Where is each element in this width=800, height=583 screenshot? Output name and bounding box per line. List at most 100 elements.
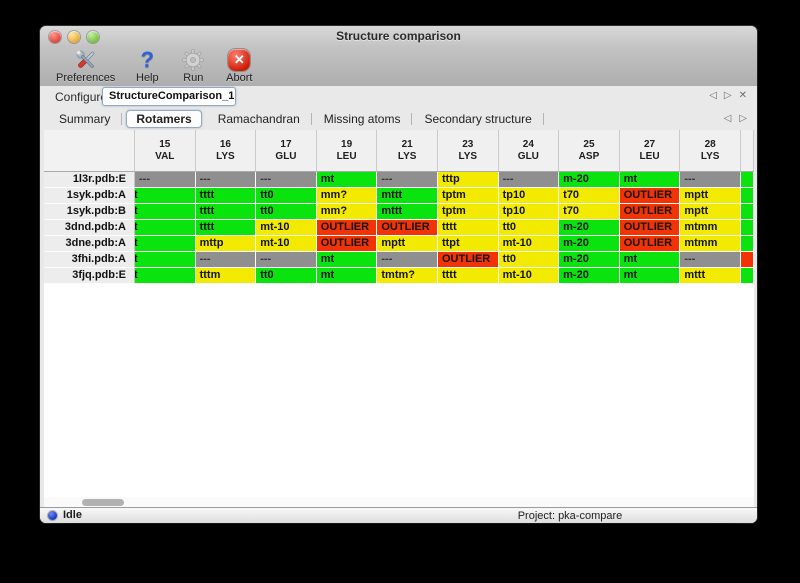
pane-prev-icon[interactable]: ◁ [709, 90, 717, 101]
rotamer-cell-partial[interactable] [740, 236, 754, 252]
rotamer-cell[interactable]: m-20 [559, 252, 620, 268]
rotamer-cell[interactable]: mt-10 [256, 220, 317, 236]
rotamer-cell[interactable]: tttt [437, 268, 499, 284]
rotamer-cell[interactable]: --- [377, 252, 438, 268]
rotamer-cell[interactable]: tttt [195, 204, 257, 220]
rotamer-cell[interactable]: t [135, 236, 196, 252]
rotamer-cell[interactable]: OUTLIER [619, 236, 681, 252]
rotamer-cell[interactable]: tt0 [498, 252, 560, 268]
rotamer-cell[interactable]: OUTLIER [619, 204, 681, 220]
rotamer-cell[interactable]: mttt [680, 268, 741, 284]
rotamer-cell[interactable]: tt0 [256, 204, 317, 220]
rotamer-cell[interactable]: mt-10 [498, 268, 560, 284]
run-label: Run [183, 72, 204, 84]
rotamer-cell[interactable]: mptt [377, 236, 438, 252]
rotamer-cell[interactable]: m-20 [559, 236, 620, 252]
rotamer-cell[interactable]: --- [680, 172, 741, 188]
rotamer-cell[interactable]: --- [135, 172, 196, 188]
tab-prev-icon[interactable]: ◁ [723, 113, 732, 124]
tab-summary[interactable]: Summary [47, 110, 123, 128]
rotamer-cell-partial[interactable] [740, 172, 754, 188]
rotamer-cell[interactable]: tttt [195, 220, 257, 236]
rotamer-cell[interactable]: --- [256, 172, 317, 188]
rotamer-cell[interactable]: mptt [680, 204, 741, 220]
rotamer-cell[interactable]: OUTLIER [437, 252, 499, 268]
rotamer-cell[interactable]: tt0 [498, 220, 560, 236]
abort-button[interactable]: ✕ Abort [223, 47, 255, 86]
zoom-window-button[interactable] [87, 31, 99, 43]
row-label: 3dnd.pdb:A [44, 220, 135, 236]
rotamer-cell[interactable]: tttp [437, 172, 499, 188]
rotamer-cell-partial[interactable] [740, 220, 754, 236]
rotamer-cell[interactable]: mt [316, 268, 378, 284]
rotamer-cell[interactable]: mm? [316, 188, 378, 204]
rotamer-cell[interactable]: mt-10 [498, 236, 560, 252]
rotamer-cell[interactable]: mttt [377, 204, 438, 220]
run-button[interactable]: Run [177, 47, 209, 86]
rotamer-cell[interactable]: tptm [437, 188, 499, 204]
pane-next-icon[interactable]: ▷ [723, 90, 732, 101]
rotamer-cell[interactable]: mt [619, 252, 681, 268]
rotamer-cell[interactable]: OUTLIER [619, 188, 681, 204]
rotamer-cell[interactable]: m-20 [559, 172, 620, 188]
rotamer-cell[interactable]: OUTLIER [377, 220, 438, 236]
rotamer-cell[interactable]: --- [256, 252, 317, 268]
tab-missing-atoms[interactable]: Missing atoms [312, 110, 413, 128]
rotamer-cell[interactable]: mt [619, 268, 681, 284]
rotamer-cell[interactable]: t [135, 220, 196, 236]
rotamer-cell[interactable]: mttp [195, 236, 257, 252]
rotamer-cell[interactable]: tp10 [498, 188, 560, 204]
rotamer-cell[interactable]: mt-10 [256, 236, 317, 252]
rotamer-cell[interactable]: tp10 [498, 204, 560, 220]
rotamer-cell[interactable]: mm? [316, 204, 378, 220]
row-label: 3fjq.pdb:E [44, 268, 135, 284]
rotamer-cell[interactable]: t [135, 188, 196, 204]
rotamer-cell[interactable]: t [135, 204, 196, 220]
rotamer-cell[interactable]: --- [680, 252, 741, 268]
rotamer-cell-partial[interactable] [740, 188, 754, 204]
rotamer-cell[interactable]: t [135, 252, 196, 268]
rotamer-cell[interactable]: OUTLIER [316, 236, 378, 252]
rotamer-cell[interactable]: mt [619, 172, 681, 188]
rotamer-cell[interactable]: tptm [437, 204, 499, 220]
rotamer-cell[interactable]: --- [377, 172, 438, 188]
rotamer-cell[interactable]: tmtm? [377, 268, 438, 284]
tab-rotamers[interactable]: Rotamers [126, 110, 202, 128]
horizontal-scrollbar[interactable] [44, 497, 754, 508]
rotamer-cell[interactable]: --- [195, 172, 257, 188]
close-window-button[interactable] [49, 31, 61, 43]
rotamer-cell[interactable]: mt [316, 252, 378, 268]
rotamer-cell[interactable]: t70 [559, 204, 620, 220]
rotamer-cell[interactable]: ttpt [437, 236, 499, 252]
rotamer-cell-partial[interactable] [740, 252, 754, 268]
tab-ramachandran[interactable]: Ramachandran [206, 110, 312, 128]
rotamer-cell[interactable]: mptt [680, 188, 741, 204]
preferences-button[interactable]: Preferences [54, 47, 117, 86]
rotamer-cell[interactable]: mttt [377, 188, 438, 204]
scrollbar-thumb[interactable] [82, 499, 124, 506]
rotamer-cell[interactable]: --- [195, 252, 257, 268]
rotamer-cell[interactable]: t [135, 268, 196, 284]
rotamer-cell[interactable]: mtmm [680, 220, 741, 236]
rotamer-cell[interactable]: tttt [195, 188, 257, 204]
tab-next-icon[interactable]: ▷ [739, 113, 747, 124]
help-button[interactable]: ? Help [131, 47, 163, 86]
rotamer-cell[interactable]: tttm [195, 268, 257, 284]
rotamer-cell[interactable]: t70 [559, 188, 620, 204]
rotamer-cell[interactable]: tt0 [256, 188, 317, 204]
pane-close-icon[interactable]: ✕ [738, 90, 747, 101]
tab-secondary-structure[interactable]: Secondary structure [412, 110, 545, 128]
rotamer-cell[interactable]: mt [316, 172, 378, 188]
rotamer-cell[interactable]: --- [498, 172, 560, 188]
rotamer-cell[interactable]: m-20 [559, 220, 620, 236]
rotamer-cell[interactable]: OUTLIER [619, 220, 681, 236]
rotamer-cell[interactable]: OUTLIER [316, 220, 378, 236]
rotamer-cell-partial[interactable] [740, 268, 754, 284]
configuration-name-field[interactable]: StructureComparison_1 [102, 87, 236, 106]
rotamer-cell[interactable]: tt0 [256, 268, 317, 284]
rotamer-cell[interactable]: m-20 [559, 268, 620, 284]
rotamer-cell[interactable]: tttt [437, 220, 499, 236]
rotamer-cell[interactable]: mtmm [680, 236, 741, 252]
minimize-window-button[interactable] [68, 31, 80, 43]
rotamer-cell-partial[interactable] [740, 204, 754, 220]
